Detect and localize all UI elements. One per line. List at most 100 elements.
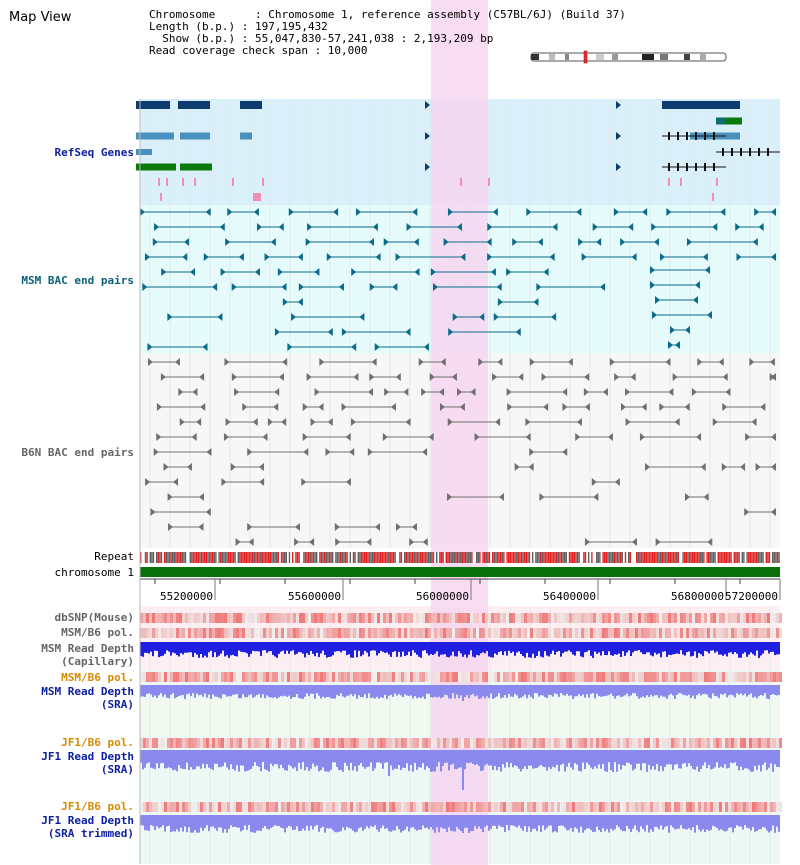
msm-pol2-heat-cell [434, 672, 437, 682]
jf1-pol2-heat-cell [155, 802, 158, 812]
repeat-element [389, 552, 391, 563]
msm-pol-heat-cell [206, 628, 209, 638]
jf1-trim-depth-bar [174, 815, 176, 832]
track-label-msm-b6-pol-2[interactable]: MSM/B6 pol. [61, 671, 134, 684]
gene-exon [686, 132, 688, 140]
bac-end-right [700, 463, 706, 471]
jf1-trim-depth-bar [664, 815, 666, 828]
msm-pol2-heat-cell [392, 672, 395, 682]
jf1-sra-depth-bar [520, 750, 522, 772]
ideogram-band [612, 54, 618, 60]
track-label-msm-b6-pol-1[interactable]: MSM/B6 pol. [61, 626, 134, 639]
msm-sra-depth-bar [288, 685, 290, 696]
jf1-sra-depth-bar [692, 750, 694, 769]
repeat-element [727, 552, 729, 563]
dbsnp-heat-cell [185, 613, 188, 623]
msm-cap-depth-bar [306, 642, 308, 654]
msm-cap-depth-bar [678, 642, 680, 655]
repeat-element [226, 552, 228, 563]
jf1-pol-heat-cell [683, 738, 686, 748]
dbsnp-heat-cell [245, 613, 248, 623]
jf1-sra-depth-bar [366, 750, 368, 768]
repeat-element [399, 552, 401, 563]
repeat-element [560, 552, 563, 563]
msm-sra-depth-bar [308, 685, 310, 697]
repeat-element [160, 552, 163, 563]
dbsnp-heat-cell [599, 613, 602, 623]
track-label-jf1-depth-sra[interactable]: JF1 Read Depth [41, 750, 134, 763]
jf1-pol2-heat-cell [500, 802, 503, 812]
jf1-pol2-heat-cell [287, 802, 290, 812]
repeat-element [210, 552, 212, 563]
repeat-element [484, 552, 486, 563]
dbsnp-heat-cell [173, 613, 176, 623]
jf1-sra-depth-bar [734, 750, 736, 763]
msm-cap-depth-bar [402, 642, 404, 652]
track-label-msm-depth-sra[interactable]: MSM Read Depth [41, 685, 134, 698]
msm-cap-depth-bar [144, 642, 146, 653]
msm-sra-depth-bar [614, 685, 616, 699]
dbsnp-heat-cell [710, 613, 713, 623]
dbsnp-heat-cell [383, 613, 386, 623]
repeat-element [580, 552, 582, 563]
msm-sra-depth-bar [200, 685, 202, 695]
msm-pol-heat-cell [488, 628, 491, 638]
track-label-jf1-depth-trim[interactable]: JF1 Read Depth [41, 814, 134, 827]
jf1-trim-depth-bar [474, 815, 476, 827]
track-label-msm-bac[interactable]: MSM BAC end pairs [21, 274, 134, 287]
msm-cap-depth-bar [352, 642, 354, 658]
jf1-pol-heat-cell [539, 738, 542, 748]
msm-cap-depth-bar [688, 642, 690, 652]
jf1-sra-depth-bar [428, 750, 430, 769]
msm-cap-depth-bar [496, 642, 498, 655]
track-label-msm-depth-cap[interactable]: MSM Read Depth [41, 642, 134, 655]
msm-cap-depth-bar [520, 642, 522, 655]
msm-cap-depth-bar [426, 642, 428, 654]
msm-pol2-heat-cell [710, 672, 713, 682]
track-label-b6n-bac[interactable]: B6N BAC end pairs [21, 446, 134, 459]
repeat-element [285, 552, 287, 563]
msm-sra-depth-bar [204, 685, 206, 694]
msm-pol2-heat-cell [317, 672, 320, 682]
bac-end-right [769, 358, 775, 366]
jf1-sra-depth-bar [664, 750, 666, 767]
jf1-trim-depth-bar [150, 815, 152, 826]
repeat-element [621, 552, 623, 563]
dbsnp-heat-cell [677, 613, 680, 623]
msm-cap-depth-bar [514, 642, 516, 656]
track-label-dbsnp[interactable]: dbSNP(Mouse) [54, 611, 134, 624]
jf1-pol2-heat-cell [470, 802, 473, 812]
track-label-repeat[interactable]: Repeat [94, 550, 134, 563]
jf1-sra-depth-bar [712, 750, 714, 769]
bac-end-left [541, 373, 547, 381]
repeat-element [668, 552, 670, 563]
jf1-trim-depth-bar [198, 815, 200, 833]
repeat-element [712, 552, 715, 563]
jf1-sra-depth-bar [418, 750, 420, 768]
jf1-pol2-heat-cell [509, 802, 512, 812]
repeat-element [320, 552, 323, 563]
msm-pol-heat-cell [632, 628, 635, 638]
jf1-sra-depth-bar [672, 750, 674, 770]
msm-sra-depth-bar [490, 685, 492, 694]
msm-cap-depth-bar [680, 642, 682, 651]
jf1-pol2-heat-cell [587, 802, 590, 812]
track-label-refseq[interactable]: RefSeq Genes [54, 146, 134, 159]
bac-end-left [140, 208, 146, 216]
msm-pol-heat-cell [707, 628, 710, 638]
msm-pol-heat-cell [296, 628, 299, 638]
dbsnp-heat-cell [737, 613, 740, 623]
dbsnp-heat-cell [749, 613, 752, 623]
track-label-chromosome[interactable]: chromosome 1 [54, 566, 134, 579]
track-label-jf1-pol-2[interactable]: JF1/B6 pol. [61, 800, 134, 813]
msm-sra-depth-bar [728, 685, 730, 696]
msm-cap-depth-bar [394, 642, 396, 652]
track-label-jf1-pol-1[interactable]: JF1/B6 pol. [61, 736, 134, 749]
jf1-pol2-heat-cell [572, 802, 575, 812]
repeat-element [245, 552, 247, 563]
bac-end-left [514, 463, 520, 471]
repeat-element [725, 552, 727, 563]
gene-exon [749, 148, 751, 156]
dbsnp-heat-cell [551, 613, 554, 623]
